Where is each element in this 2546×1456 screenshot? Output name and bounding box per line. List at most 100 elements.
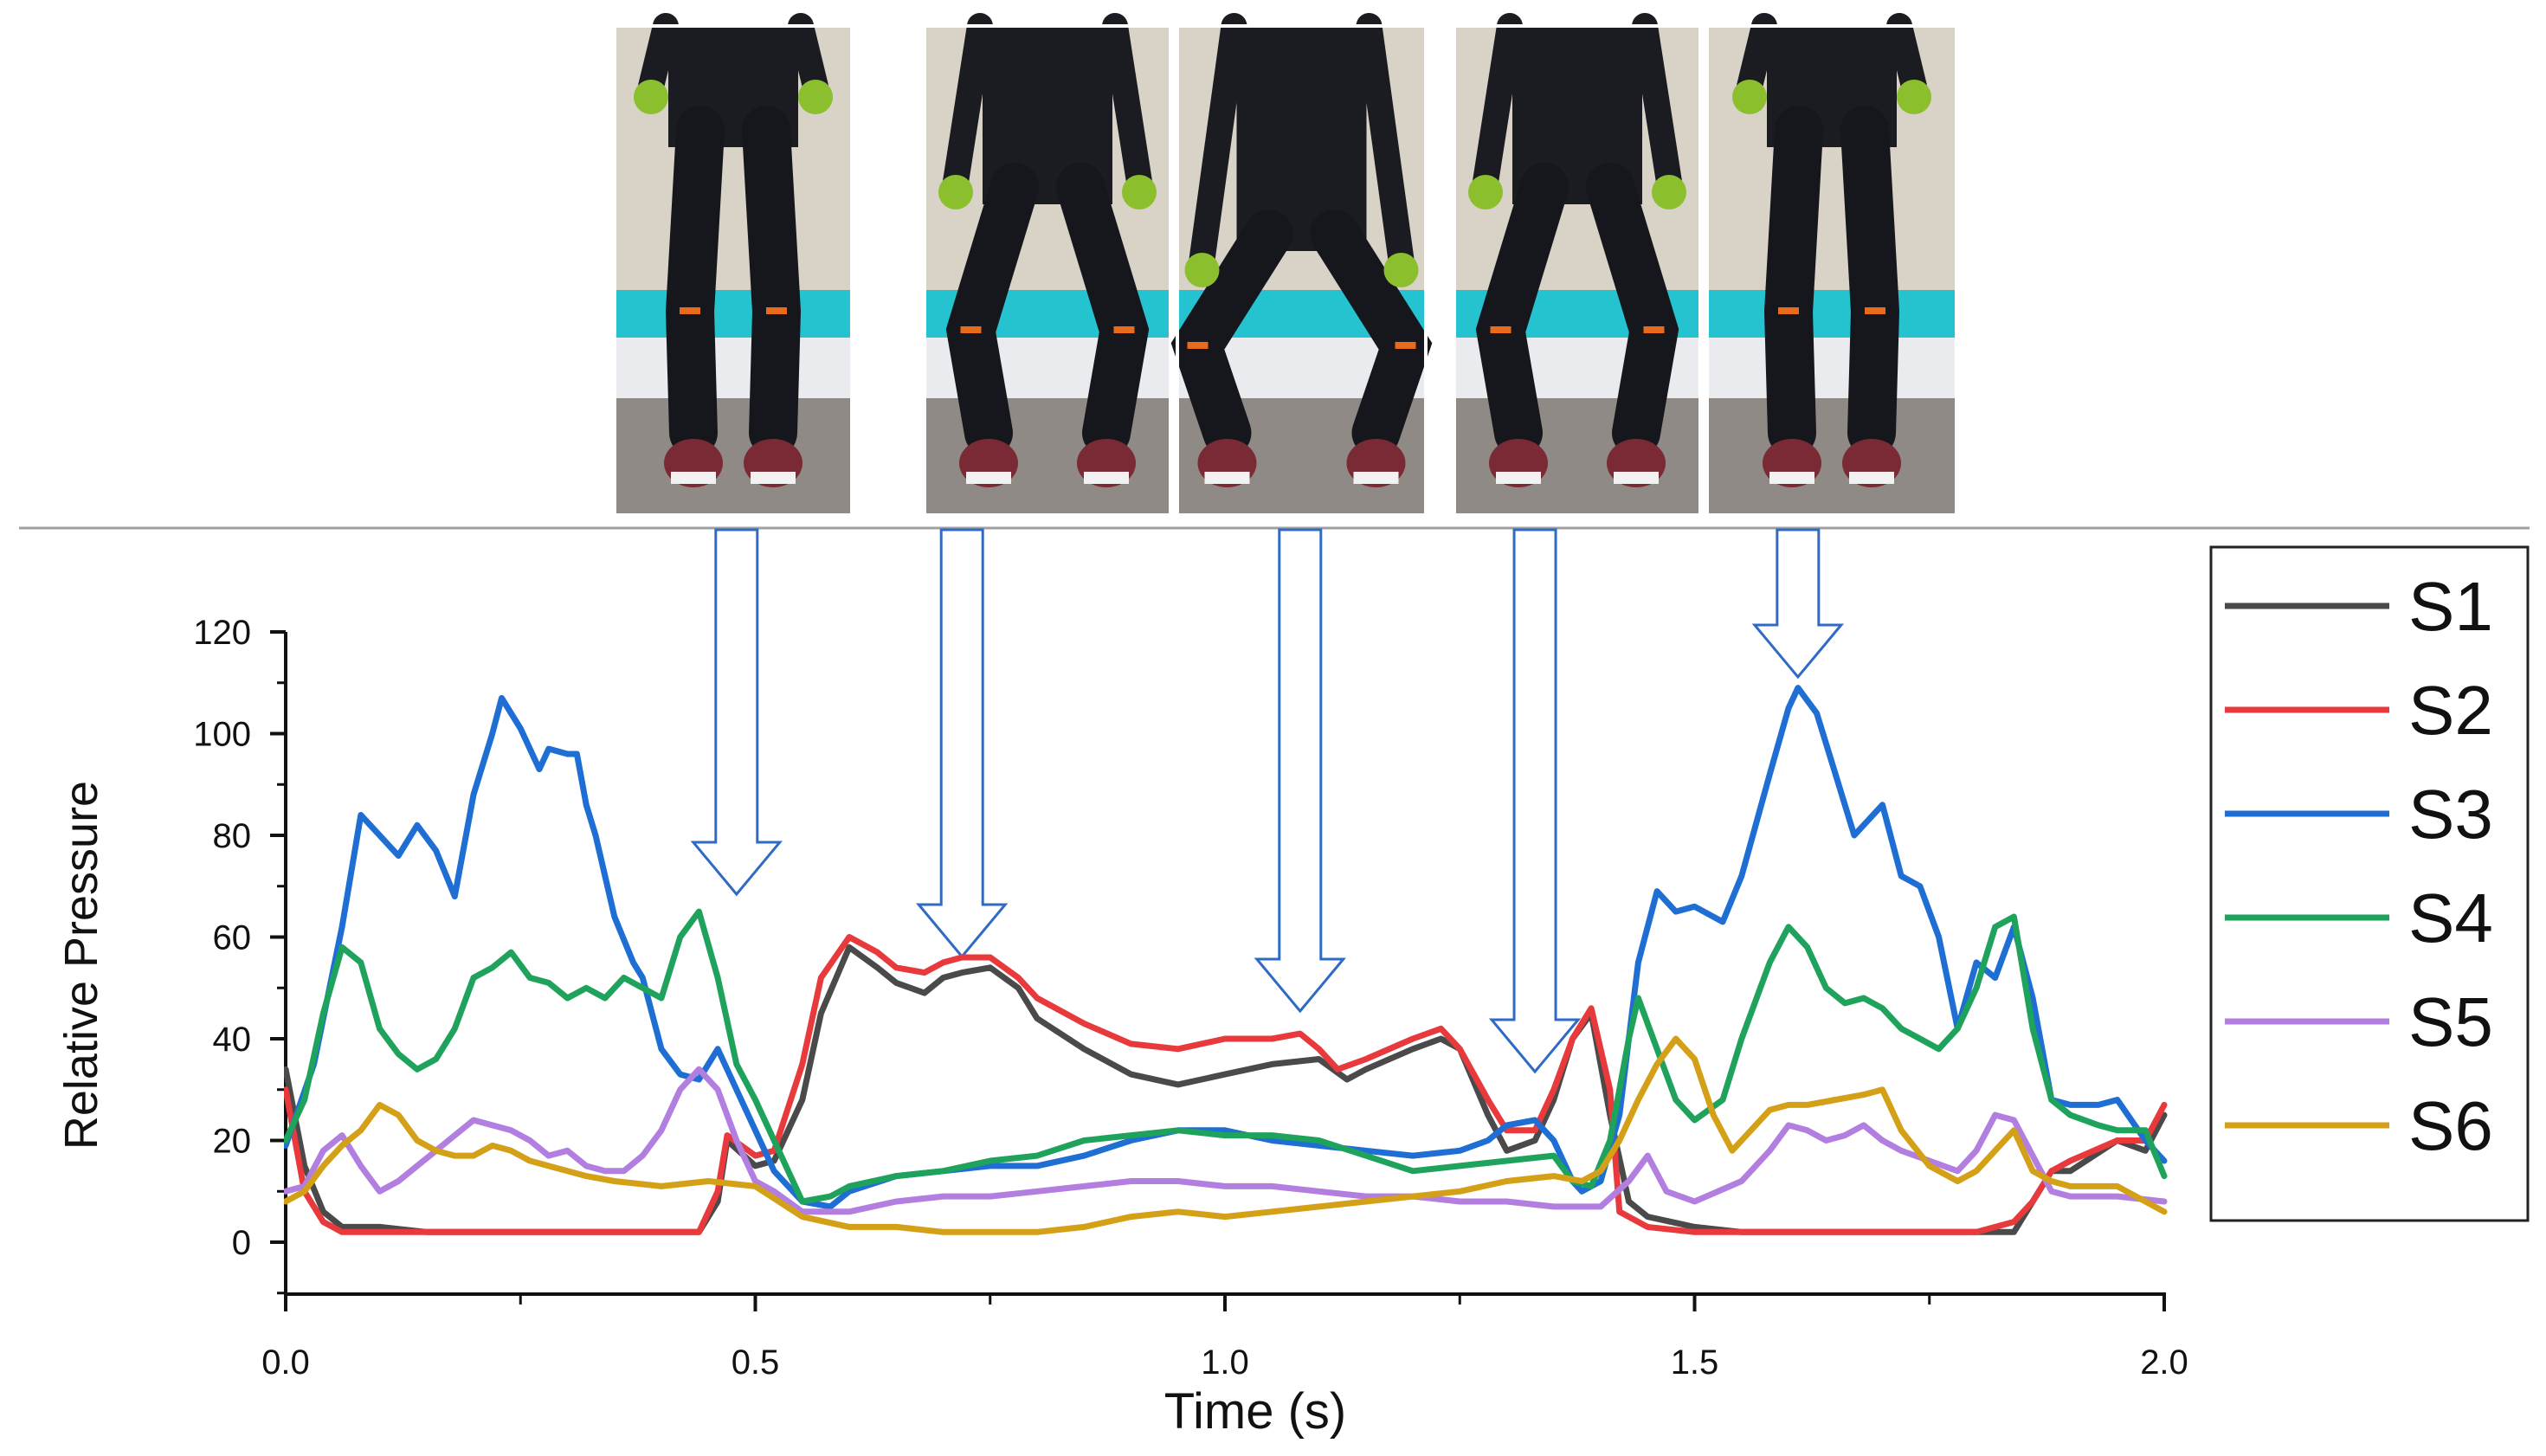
photo-knee-marker <box>1395 342 1416 349</box>
photo-arm <box>1473 13 1523 195</box>
photo-mat <box>615 290 852 338</box>
x-tick-label: 2.0 <box>2140 1343 2188 1382</box>
photo-glove <box>798 80 833 114</box>
photo-shoe-sole <box>1084 472 1129 484</box>
photo-shoe-sole <box>1496 472 1541 484</box>
photo-shoe-sole <box>671 472 716 484</box>
photo-frame <box>613 13 854 517</box>
photo-shoe-sole <box>1204 472 1250 484</box>
legend: S1 S2 S3 S4 S5 S6 <box>2209 545 2530 1222</box>
photo-knee-marker <box>1113 326 1135 333</box>
photo-shoe-sole <box>1769 472 1814 484</box>
photo-arm <box>943 13 993 195</box>
photo-frame <box>923 13 1172 517</box>
photo-knee-marker <box>1187 342 1209 349</box>
phase-arrow <box>690 528 783 897</box>
photo-glove <box>1122 175 1157 209</box>
photo-arm <box>1632 13 1682 195</box>
photo-border <box>613 24 854 517</box>
photo-border <box>1705 24 1958 517</box>
photo-leg <box>665 106 725 457</box>
x-tick-label: 1.5 <box>1671 1343 1719 1382</box>
photo-glove <box>1383 253 1419 287</box>
photo-shoe-sole <box>1353 472 1399 484</box>
photo-glove <box>1732 80 1767 114</box>
photo-knee-marker <box>1490 326 1511 333</box>
photo-strip <box>613 13 1958 517</box>
photo-arm <box>1886 13 1927 100</box>
photo-shoe-sole <box>966 472 1011 484</box>
arrow-group <box>690 528 1845 1074</box>
phase-arrow <box>1488 528 1582 1074</box>
photo-knee-marker <box>1865 307 1885 314</box>
series-line-s5 <box>284 1066 2168 1215</box>
photo-glove <box>634 80 668 114</box>
legend-label-s5: S5 <box>2408 983 2493 1060</box>
phase-arrow <box>915 528 1009 959</box>
photo-shoe-sole <box>751 472 796 484</box>
x-tick-label: 0.0 <box>261 1343 310 1382</box>
legend-label-s6: S6 <box>2408 1087 2493 1164</box>
photo-arm <box>638 13 679 100</box>
y-axis-label: Relative Pressure <box>55 781 107 1150</box>
photo-knee-marker <box>1643 326 1665 333</box>
photo-knee-marker <box>680 307 700 314</box>
photo-mat-base <box>1707 338 1956 398</box>
phase-arrow <box>1254 528 1347 1014</box>
photo-leg <box>742 106 802 457</box>
series-line-s3 <box>284 685 2168 1210</box>
photo-glove <box>938 175 973 209</box>
y-tick-label: 20 <box>213 1123 252 1161</box>
series-line-s4 <box>284 908 2168 1205</box>
photo-glove <box>1652 175 1686 209</box>
photo-arm <box>1356 13 1415 273</box>
photo-mat-base <box>615 338 852 398</box>
y-tick-label: 40 <box>213 1021 252 1059</box>
legend-box <box>2209 545 2530 1222</box>
legend-label-s1: S1 <box>2408 568 2493 645</box>
y-tick-label: 60 <box>213 919 252 957</box>
series-group <box>284 685 2168 1235</box>
photo-border <box>923 24 1172 517</box>
y-tick-label: 0 <box>232 1224 251 1262</box>
series-line-s2 <box>284 934 2168 1235</box>
y-tick-label: 100 <box>193 716 251 754</box>
x-ticks: 0.0 0.5 1.0 1.5 2.0 <box>261 1294 2188 1382</box>
photo-knee-marker <box>766 307 787 314</box>
phase-arrow <box>1751 528 1845 680</box>
photo-border <box>1453 24 1702 517</box>
photo-glove <box>1468 175 1503 209</box>
photo-arm <box>1102 13 1152 195</box>
photo-floor <box>615 398 852 515</box>
photo-mat <box>1707 290 1956 338</box>
photo-leg <box>1840 106 1900 457</box>
x-axis-label: Time (s) <box>1164 1383 1346 1440</box>
photo-knee-marker <box>960 326 982 333</box>
photo-frame <box>1170 13 1433 517</box>
series-line-s6 <box>284 1035 2168 1235</box>
legend-label-s4: S4 <box>2408 879 2493 957</box>
photo-shoe-sole <box>1849 472 1894 484</box>
photo-arm <box>1189 13 1247 273</box>
y-ticks: 0 20 40 60 80 100 120 <box>193 614 286 1295</box>
x-tick-label: 0.5 <box>732 1343 780 1382</box>
y-tick-label: 120 <box>193 614 251 652</box>
photo-glove <box>1184 253 1220 287</box>
photo-leg <box>1763 106 1823 457</box>
photo-border <box>1176 24 1428 517</box>
legend-items: S1 S2 S3 S4 S5 S6 <box>2225 568 2493 1164</box>
chart-axes: 0 20 40 60 80 100 120 0.0 0.5 1.0 1.5 2.0 <box>193 614 2188 1382</box>
x-tick-label: 1.0 <box>1201 1343 1249 1382</box>
legend-label-s2: S2 <box>2408 672 2493 749</box>
photo-glove <box>1897 80 1931 114</box>
photo-frame <box>1705 13 1958 517</box>
photo-arm <box>1737 13 1777 100</box>
photo-knee-marker <box>1778 307 1799 314</box>
photo-frame <box>1453 13 1702 517</box>
y-tick-label: 80 <box>213 817 252 855</box>
photo-arm <box>788 13 828 100</box>
legend-label-s3: S3 <box>2408 776 2493 853</box>
photo-shoe-sole <box>1614 472 1659 484</box>
photo-floor <box>1707 398 1956 515</box>
